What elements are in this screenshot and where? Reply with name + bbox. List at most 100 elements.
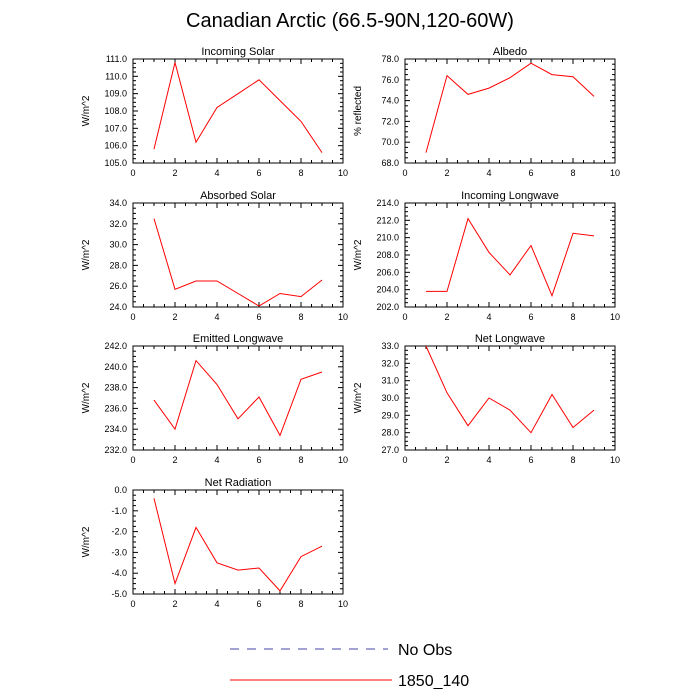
x-tick-label: 2 [444, 312, 449, 322]
y-tick-label: 33.0 [381, 341, 399, 351]
panel-title: Net Longwave [475, 333, 545, 345]
y-tick-label: 238.0 [104, 383, 127, 393]
y-tick-label: 108.0 [104, 106, 127, 116]
x-tick-label: 10 [610, 455, 620, 465]
y-tick-label: 111.0 [106, 54, 127, 64]
plot-frame [132, 345, 344, 451]
panel-net-longwave: 0 2 4 6 8 10 27.0 28.0 29.0 30.0 31.0 32.0 33.0 Net L… [353, 333, 620, 465]
y-tick-label: 0.0 [114, 485, 127, 495]
y-tick-label: 72.0 [381, 116, 399, 126]
panel-title: Emitted Longwave [193, 333, 284, 345]
y-tick-label: 30.0 [381, 393, 399, 403]
y-tick-label: 204.0 [376, 285, 399, 295]
x-tick-label: 0 [130, 312, 135, 322]
y-tick-label: 202.0 [376, 302, 399, 312]
x-tick-label: 2 [172, 168, 177, 178]
panel-title: Net Radiation [205, 477, 272, 489]
y-axis-label: W/m^2 [353, 382, 364, 413]
panel-absorbed-solar: 0 2 4 6 8 10 24.0 26.0 28.0 30.0 32.0 34.0 Absorbed … [81, 190, 348, 322]
y-tick-label: 236.0 [104, 403, 127, 413]
y-tick-label: 24.0 [109, 302, 127, 312]
series-line-1850-140 [425, 62, 595, 153]
x-tick-label: 2 [172, 455, 177, 465]
y-axis-label: % reflected [353, 86, 364, 136]
panel-title: Albedo [493, 46, 527, 58]
panel-title: Incoming Longwave [461, 190, 559, 202]
series-line-1850-140 [153, 498, 323, 592]
panel-incoming-solar: 0 2 4 6 8 10 105.0 106.0 107.0 108.0 109.0 110.0 111… [81, 46, 348, 178]
y-tick-label: 210.0 [376, 233, 399, 243]
x-tick-label: 2 [444, 168, 449, 178]
panel-albedo: 0 2 4 6 8 10 68.0 70.0 72.0 74.0 76.0 78.0 Albedo % r… [353, 46, 620, 178]
y-tick-label: 212.0 [376, 215, 399, 225]
x-tick-label: 4 [214, 455, 219, 465]
x-tick-label: 4 [486, 312, 491, 322]
x-tick-label: 0 [130, 455, 135, 465]
y-tick-label: 110.0 [105, 71, 127, 81]
x-tick-label: 2 [444, 455, 449, 465]
x-tick-label: 6 [256, 312, 261, 322]
x-tick-label: 6 [528, 455, 533, 465]
x-tick-label: 6 [256, 599, 261, 609]
x-tick-label: 4 [214, 168, 219, 178]
x-tick-label: 6 [528, 312, 533, 322]
y-tick-label: 68.0 [381, 158, 399, 168]
y-tick-label: 32.0 [381, 358, 399, 368]
y-axis-label: W/m^2 [81, 526, 92, 557]
y-tick-label: 106.0 [104, 141, 127, 151]
x-tick-label: 6 [256, 168, 261, 178]
y-tick-label: 107.0 [104, 123, 127, 133]
x-tick-label: 2 [172, 312, 177, 322]
y-tick-label: 34.0 [109, 198, 127, 208]
y-tick-label: 31.0 [381, 376, 399, 386]
y-axis-label: W/m^2 [353, 239, 364, 270]
y-tick-label: 26.0 [109, 281, 127, 291]
x-tick-label: 4 [214, 599, 219, 609]
y-tick-label: 70.0 [381, 137, 399, 147]
x-tick-label: 0 [130, 168, 135, 178]
x-tick-label: 2 [172, 599, 177, 609]
y-tick-label: -1.0 [111, 506, 127, 516]
x-tick-label: 10 [610, 312, 620, 322]
x-tick-label: 0 [402, 168, 407, 178]
x-tick-label: 8 [298, 168, 303, 178]
y-tick-label: 105.0 [104, 158, 127, 168]
panel-title: Incoming Solar [201, 46, 275, 58]
y-tick-label: 29.0 [381, 410, 399, 420]
legend: No Obs 1850_140 [230, 642, 469, 690]
series-line-1850-140 [426, 217, 595, 298]
legend-label-no-obs: No Obs [398, 642, 452, 659]
x-tick-label: 8 [298, 312, 303, 322]
x-tick-label: 10 [338, 312, 348, 322]
x-tick-label: 0 [402, 312, 407, 322]
y-axis-label: W/m^2 [81, 239, 92, 270]
x-tick-label: 4 [486, 168, 491, 178]
series-line-1850-140 [425, 345, 595, 434]
y-tick-label: 234.0 [104, 424, 127, 434]
x-tick-label: 8 [570, 455, 575, 465]
y-tick-label: 240.0 [104, 362, 127, 372]
x-tick-label: 8 [570, 168, 575, 178]
panel-net-radiation: 0 2 4 6 8 10 -5.0 -4.0 -3.0 -2.0 -1.0 0.0 Net Radiat… [81, 477, 348, 609]
y-tick-label: 109.0 [104, 89, 127, 99]
y-tick-label: 232.0 [104, 445, 127, 455]
panel-incoming-longwave: 0 2 4 6 8 10 202.0 204.0 206.0 208.0 210.0 212.0 214… [353, 190, 620, 322]
y-axis-label: W/m^2 [81, 382, 92, 413]
x-tick-label: 6 [256, 455, 261, 465]
y-tick-label: 28.0 [109, 260, 127, 270]
x-tick-label: 4 [486, 455, 491, 465]
x-tick-label: 10 [610, 168, 620, 178]
x-tick-label: 4 [214, 312, 219, 322]
y-tick-label: -4.0 [111, 568, 127, 578]
y-tick-label: 206.0 [376, 267, 399, 277]
legend-label-1850-140: 1850_140 [398, 673, 469, 690]
y-tick-label: 242.0 [104, 341, 127, 351]
y-tick-label: -2.0 [111, 527, 127, 537]
x-tick-label: 0 [402, 455, 407, 465]
x-tick-label: 8 [570, 312, 575, 322]
panel-emitted-longwave: 0 2 4 6 8 10 232.0 234.0 236.0 238.0 240.0 242.0 Emi… [81, 333, 348, 465]
plot-frame [404, 58, 616, 164]
series-line-1850-140 [153, 359, 323, 437]
y-tick-label: 214.0 [376, 198, 399, 208]
